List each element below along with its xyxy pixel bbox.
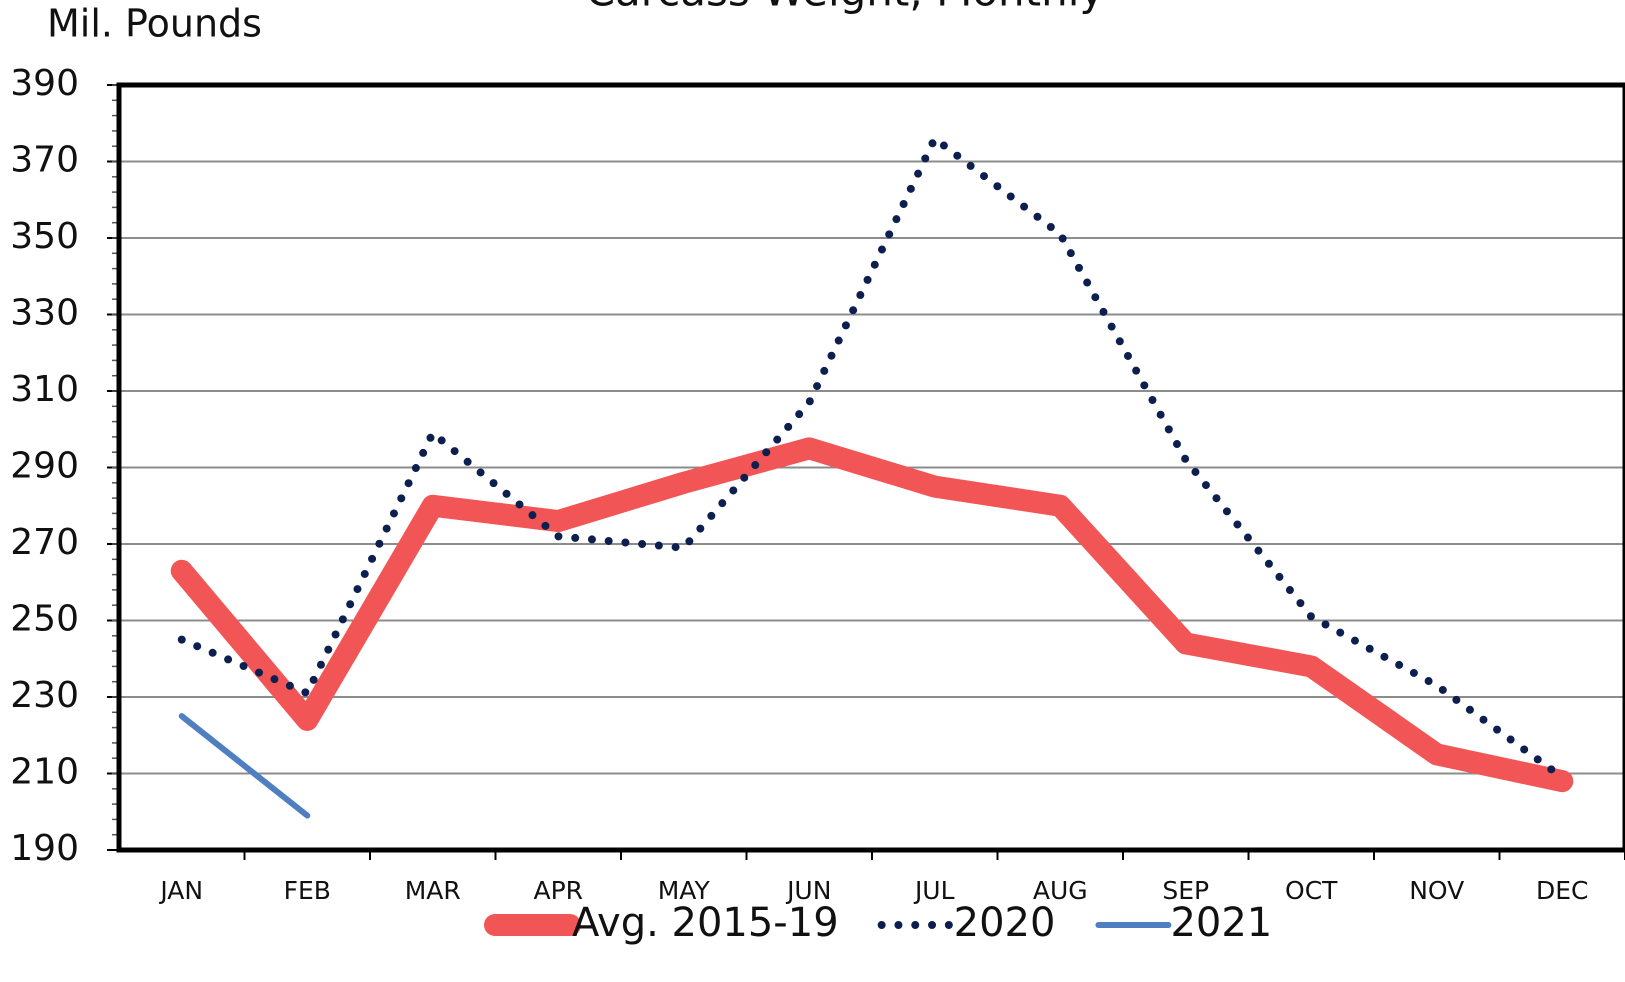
x-tick-label: JUL xyxy=(913,876,955,905)
y-axis-label: Mil. Pounds xyxy=(47,2,262,46)
y-tick-label: 290 xyxy=(10,446,79,487)
y-tick-label: 370 xyxy=(10,140,79,181)
x-tick-label: NOV xyxy=(1409,876,1464,905)
x-tick-label: MAY xyxy=(658,876,711,905)
legend-label: 2020 xyxy=(954,900,1056,946)
x-tick-label: APR xyxy=(533,876,583,905)
y-tick-label: 230 xyxy=(10,675,79,716)
y-tick-label: 210 xyxy=(10,752,79,793)
y-tick-label: 250 xyxy=(10,599,79,640)
y-tick-label: 330 xyxy=(10,293,79,334)
y-tick-label: 390 xyxy=(10,63,79,104)
x-tick-label: JAN xyxy=(158,876,203,905)
x-tick-label: SEP xyxy=(1162,876,1209,905)
legend-label: Avg. 2015-19 xyxy=(572,900,839,946)
x-tick-label: AUG xyxy=(1033,876,1088,905)
y-tick-label: 350 xyxy=(10,216,79,257)
y-tick-label: 310 xyxy=(10,369,79,410)
legend-label: 2021 xyxy=(1170,900,1272,946)
x-tick-label: MAR xyxy=(405,876,461,905)
series-line xyxy=(170,437,1574,793)
series-line xyxy=(178,713,311,819)
chart-title: Carcass Weight, Monthly xyxy=(586,0,1105,16)
x-tick-label: DEC xyxy=(1536,876,1589,905)
y-tick-label: 270 xyxy=(10,522,79,563)
x-tick-label: FEB xyxy=(284,876,331,905)
x-tick-label: JUN xyxy=(785,876,831,905)
x-tick-label: OCT xyxy=(1285,876,1338,905)
y-tick-label: 190 xyxy=(10,828,79,869)
